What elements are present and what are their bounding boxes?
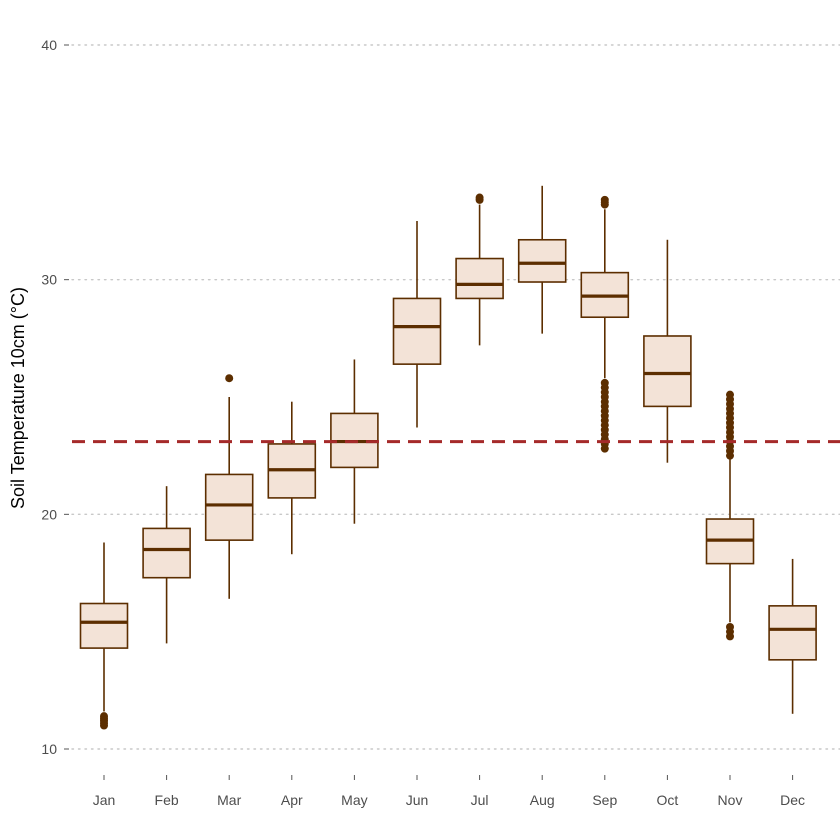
outlier-point <box>475 195 484 204</box>
box-iqr <box>455 257 504 300</box>
y-axis-title: Soil Temperature 10cm (°C) <box>8 287 28 509</box>
x-tick-label: Jun <box>406 792 429 808</box>
x-tick-label: Mar <box>217 792 241 808</box>
box-series <box>79 185 817 730</box>
box-mar <box>204 374 254 599</box>
box-iqr <box>79 602 129 649</box>
outlier-point <box>225 374 234 383</box>
x-tick-label: Nov <box>718 792 743 808</box>
y-axis-ticks: 10 20 30 40 <box>41 37 69 757</box>
x-tick-label: Aug <box>530 792 555 808</box>
x-tick-label: Jan <box>93 792 116 808</box>
box-iqr <box>204 473 254 541</box>
outlier-point <box>600 444 609 453</box>
box-dec <box>768 558 817 714</box>
outlier-point <box>100 721 108 730</box>
grid-lines <box>71 44 840 750</box>
box-iqr <box>517 238 567 283</box>
x-tick-label: Jul <box>471 792 489 808</box>
x-tick-label: Sep <box>592 792 617 808</box>
box-iqr <box>142 527 191 579</box>
x-tick-label: Apr <box>281 792 303 808</box>
box-iqr <box>768 605 817 661</box>
y-tick-label: 20 <box>41 506 57 522</box>
y-tick-label: 10 <box>41 741 57 757</box>
outlier-point <box>726 632 734 641</box>
box-iqr <box>392 297 442 365</box>
x-tick-label: May <box>341 792 367 808</box>
box-jan <box>79 542 129 730</box>
box-feb <box>142 486 191 644</box>
box-apr <box>267 401 317 555</box>
box-iqr <box>643 335 692 408</box>
box-oct <box>643 239 692 463</box>
x-tick-label: Dec <box>780 792 805 808</box>
x-tick-label: Oct <box>657 792 679 808</box>
box-nov <box>705 390 755 641</box>
box-sep <box>580 195 630 453</box>
outlier-point <box>600 200 609 209</box>
outlier-point <box>726 451 734 460</box>
y-tick-label: 40 <box>41 37 57 53</box>
box-aug <box>517 185 567 334</box>
x-tick-label: Feb <box>155 792 179 808</box>
y-tick-label: 30 <box>41 272 57 288</box>
x-axis-ticks: Jan Feb Mar Apr May Jun Jul Aug Sep Oct Nov Dec <box>93 775 805 808</box>
box-jul <box>455 193 504 346</box>
box-jun <box>392 221 442 428</box>
